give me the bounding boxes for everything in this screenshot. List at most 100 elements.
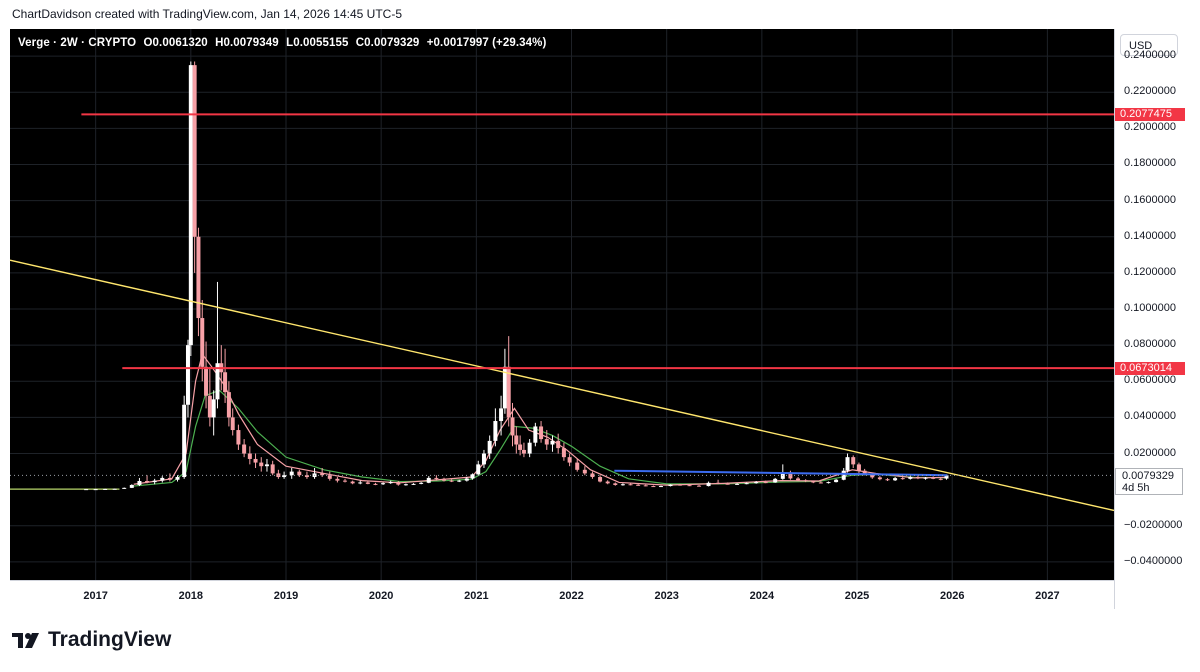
candle-body — [687, 485, 692, 487]
candle-body — [716, 482, 721, 484]
hline-label-lower: 0.0673014 — [1115, 361, 1185, 375]
candle-body — [851, 457, 856, 465]
candle-body — [137, 481, 142, 485]
candle-body — [196, 236, 201, 319]
candle-body — [915, 477, 920, 479]
candle-body — [373, 483, 378, 485]
candle-body — [230, 417, 235, 431]
candle-body — [434, 477, 439, 479]
candle-body — [426, 477, 431, 483]
candle-body — [613, 483, 618, 485]
x-tick-label: 2026 — [939, 590, 965, 602]
hline-label-upper: 0.2077475 — [1115, 107, 1185, 121]
candle-body — [550, 440, 555, 445]
bar-countdown: 4d 5h — [1122, 482, 1150, 494]
candle-body — [160, 477, 165, 481]
candle-body — [411, 483, 416, 485]
candle-body — [697, 485, 702, 487]
candle-body — [145, 481, 150, 483]
y-tick-label: 0.0400000 — [1124, 410, 1176, 423]
candle-body — [518, 444, 523, 450]
candle-body — [499, 408, 504, 422]
y-tick-label: 0.1200000 — [1124, 265, 1176, 278]
candle-body — [289, 471, 294, 476]
candle-body — [893, 478, 898, 481]
candle-body — [620, 484, 625, 486]
candle-body — [841, 470, 846, 480]
x-tick-label: 2022 — [559, 590, 584, 602]
candle-body — [464, 478, 469, 481]
candle-body — [259, 462, 264, 467]
candle-body — [84, 489, 89, 491]
y-tick-label: 0.1400000 — [1124, 229, 1176, 242]
candle-body — [493, 421, 498, 441]
y-tick-label: 0.0800000 — [1124, 338, 1176, 351]
candle-body — [403, 484, 408, 486]
y-tick-label: 0.2000000 — [1124, 121, 1176, 134]
candle-body — [167, 477, 172, 480]
currency-button[interactable]: USD — [1120, 34, 1178, 56]
candle-body — [754, 482, 759, 484]
candle-body — [207, 395, 212, 418]
candle-body — [628, 484, 633, 486]
x-tick-label: 2023 — [654, 590, 679, 602]
candle-body — [556, 440, 561, 449]
candle-body — [944, 475, 949, 479]
candle-body — [582, 469, 587, 474]
candle-body — [122, 487, 127, 489]
candle-body — [900, 478, 905, 480]
candle-body — [636, 484, 641, 486]
price-axis[interactable] — [1114, 29, 1187, 609]
tradingview-logo[interactable]: TradingView — [12, 628, 171, 652]
candle-body — [575, 462, 580, 470]
candle-body — [200, 318, 205, 367]
candle-body — [862, 470, 867, 474]
candle-body — [236, 430, 241, 445]
candle-body — [506, 366, 511, 418]
candle-body — [668, 484, 673, 487]
candle-body — [457, 480, 462, 482]
candle-body — [908, 477, 913, 479]
candle-body — [567, 457, 572, 463]
candle-body — [282, 475, 287, 478]
candle-body — [834, 479, 839, 483]
candle-body — [365, 482, 370, 484]
x-tick-label: 2025 — [844, 590, 870, 602]
candle-body — [877, 477, 882, 480]
time-axis[interactable] — [10, 580, 1114, 610]
candle-body — [223, 372, 228, 393]
candle-body — [885, 479, 890, 481]
candle-body — [845, 457, 850, 471]
candle-body — [103, 488, 108, 490]
candle-body — [796, 478, 801, 481]
y-tick-label: 0.2400000 — [1124, 49, 1176, 62]
candle-body — [870, 473, 875, 478]
candle-body — [226, 392, 231, 418]
candle-body — [678, 484, 683, 486]
candle-body — [735, 483, 740, 485]
x-tick-label: 2021 — [464, 590, 489, 602]
candle-body — [590, 473, 595, 478]
candle-body — [643, 485, 648, 487]
candle-body — [188, 65, 193, 346]
candle-body — [605, 481, 610, 484]
y-tick-label: −0.0400000 — [1124, 554, 1183, 567]
y-tick-label: −0.0200000 — [1124, 518, 1183, 531]
candle-body — [358, 482, 363, 484]
legend-change: +0.0017997 (+29.34%) — [426, 37, 547, 49]
candle-body — [544, 439, 549, 445]
candle-body — [725, 483, 730, 485]
candle-body — [335, 478, 340, 481]
candle-body — [441, 478, 446, 481]
candle-body — [215, 363, 220, 400]
candle-body — [502, 366, 507, 409]
candle-body — [658, 486, 663, 488]
y-tick-label: 0.1800000 — [1124, 157, 1176, 170]
x-tick-label: 2020 — [368, 590, 394, 602]
descending-trendline — [9, 259, 1115, 512]
y-tick-label: 0.0600000 — [1124, 374, 1176, 387]
x-tick-label: 2024 — [749, 590, 775, 602]
candle-body — [773, 478, 778, 483]
candle-body — [539, 426, 544, 440]
